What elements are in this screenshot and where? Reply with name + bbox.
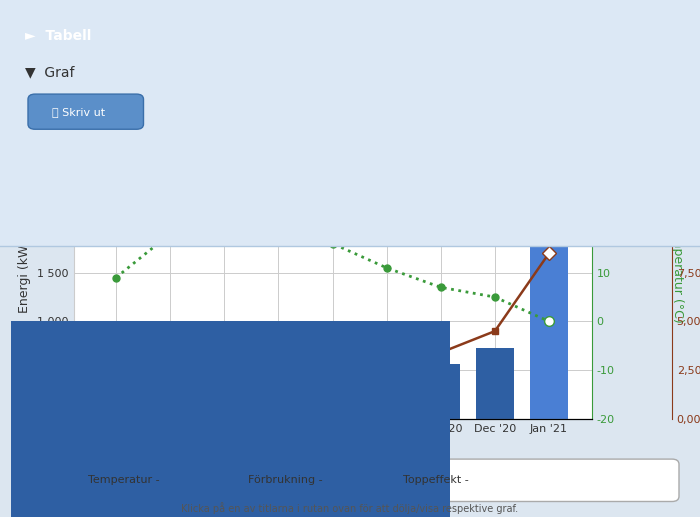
Text: 🔒 Skriv ut: 🔒 Skriv ut	[52, 107, 106, 117]
Bar	[314, 384, 351, 419]
Text: 2 877,06 kWh: 2 877,06 kWh	[398, 189, 489, 202]
Bar	[422, 364, 460, 419]
Y-axis label: Temperatur (°C): Temperatur (°C)	[671, 222, 684, 323]
Text: Klicka på en av titlarna i rutan ovan för att dölja/visa respektive graf.: Klicka på en av titlarna i rutan ovan fö…	[181, 501, 519, 514]
Bar	[530, 139, 568, 419]
Text: Förbrukning -
Januari 2021
Avläst: Januari 2021
Värde:: Förbrukning - Januari 2021 Avläst: Janua…	[365, 131, 484, 190]
Text: ►  Tabell: ► Tabell	[25, 29, 91, 43]
Text: Temperatur -: Temperatur -	[88, 475, 159, 485]
Bar	[151, 387, 189, 419]
Bar	[476, 348, 514, 419]
Bar	[205, 385, 243, 419]
Bar	[97, 381, 135, 419]
Text: Toppeffekt -: Toppeffekt -	[402, 475, 468, 485]
Text: Förbrukning -: Förbrukning -	[248, 475, 323, 485]
Bar	[260, 390, 298, 419]
Bar	[368, 368, 405, 419]
Y-axis label: Energi (kWh): Energi (kWh)	[18, 232, 32, 313]
Text: ▼  Graf: ▼ Graf	[25, 65, 74, 80]
